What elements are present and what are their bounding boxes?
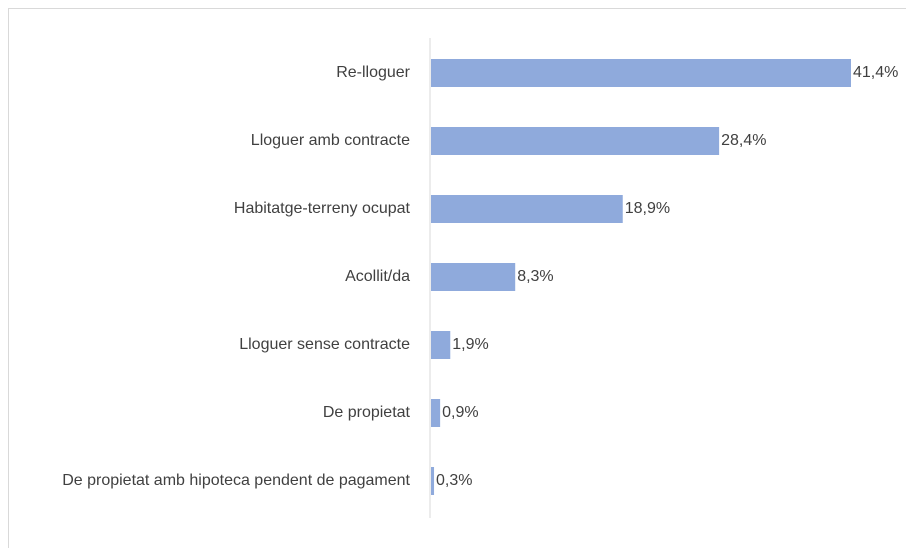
data-label-text: 28,4% xyxy=(721,132,767,149)
category-label-text: Re-lloguer xyxy=(336,64,410,81)
category-label-text: Habitatge-terreny ocupat xyxy=(233,200,410,217)
category-label-text: Lloguer sense contracte xyxy=(239,336,410,353)
category-label-text: De propietat amb hipoteca pendent de pag… xyxy=(62,472,410,489)
category-label: De propietat amb hipoteca pendent de pag… xyxy=(10,447,410,515)
chart-frame xyxy=(8,8,906,548)
category-label-text: Acollit/da xyxy=(345,268,410,285)
bar xyxy=(431,127,720,155)
data-label-text: 8,3% xyxy=(517,268,554,285)
bar xyxy=(431,59,851,87)
category-label: Re-lloguer xyxy=(10,39,410,107)
data-label: 1,9% xyxy=(452,311,488,379)
category-label: Lloguer sense contracte xyxy=(10,311,410,379)
bar xyxy=(431,399,441,427)
data-label: 0,3% xyxy=(436,447,472,515)
bar xyxy=(431,331,451,359)
category-label: Acollit/da xyxy=(10,243,410,311)
category-label-text: De propietat xyxy=(322,404,410,421)
category-label: Lloguer amb contracte xyxy=(10,107,410,175)
bar xyxy=(431,467,435,495)
data-label-text: 0,9% xyxy=(442,404,479,421)
bar xyxy=(431,195,623,223)
category-label-text: Lloguer amb contracte xyxy=(250,132,410,149)
data-label: 0,9% xyxy=(442,379,478,447)
data-label-text: 18,9% xyxy=(624,200,671,217)
data-label: 28,4% xyxy=(721,107,766,175)
data-label-text: 1,9% xyxy=(452,336,489,353)
bar xyxy=(431,263,516,291)
data-label-text: 0,3% xyxy=(436,472,473,489)
category-label: De propietat xyxy=(10,379,410,447)
category-label: Habitatge-terreny ocupat xyxy=(10,175,410,243)
data-label: 18,9% xyxy=(625,175,670,243)
data-label: 41,4% xyxy=(853,39,898,107)
data-label-text: 41,4% xyxy=(853,64,899,81)
data-label: 8,3% xyxy=(517,243,553,311)
